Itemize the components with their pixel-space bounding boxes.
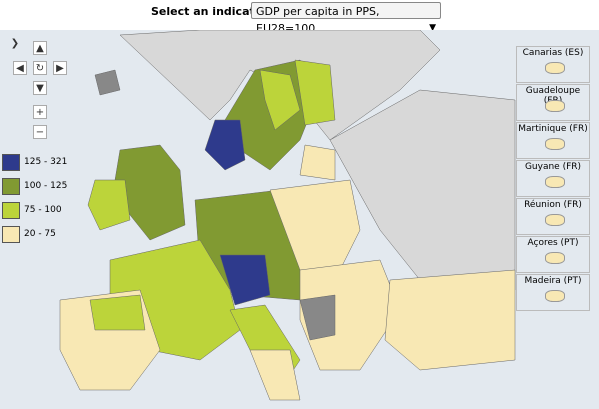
header: Select an indicator: GDP per capita in P… <box>0 2 599 37</box>
zoom-in[interactable]: + <box>33 105 47 119</box>
legend-swatch <box>2 153 20 171</box>
ireland <box>87 179 131 231</box>
map <box>0 30 599 409</box>
inset-region <box>545 62 565 74</box>
inset-region <box>545 252 565 264</box>
inset-map[interactable]: Martinique (FR) <box>516 122 590 159</box>
inset-map[interactable]: Madeira (PT) <box>516 274 590 311</box>
legend-item: 100 - 125 <box>2 174 67 198</box>
legend-item: 20 - 75 <box>2 222 67 246</box>
inset-region <box>545 176 565 188</box>
pan-left[interactable]: ◀ <box>13 61 27 75</box>
finland <box>294 59 336 126</box>
indicator-select[interactable]: GDP per capita in PPS, EU28=100 <box>251 2 441 37</box>
baltics <box>299 144 336 181</box>
inset-label: Açores (PT) <box>527 238 579 248</box>
nordic-n <box>259 69 301 131</box>
inset-region <box>545 138 565 150</box>
pan-right[interactable]: ▶ <box>53 61 67 75</box>
inset-label: Madeira (PT) <box>524 276 582 286</box>
inset-map[interactable]: Réunion (FR) <box>516 198 590 235</box>
norway-s <box>204 119 246 171</box>
inset-region <box>545 290 565 302</box>
inset-map[interactable]: Guadeloupe (FR) <box>516 84 590 121</box>
legend-swatch <box>2 201 20 219</box>
pan-up[interactable]: ▲ <box>33 41 47 55</box>
inset-label: Canarias (ES) <box>522 48 584 58</box>
italy-s <box>249 349 301 401</box>
legend-label: 75 - 100 <box>24 205 62 215</box>
reset-view[interactable]: ↻ <box>33 61 47 75</box>
spain-n <box>89 294 146 331</box>
turkey <box>384 269 516 371</box>
inset-label: Guyane (FR) <box>524 162 582 172</box>
inset-map[interactable]: Açores (PT) <box>516 236 590 273</box>
collapse-toggle[interactable]: ❯ <box>10 38 20 49</box>
south-germany <box>219 254 271 306</box>
indicator-label: Select an indicator: <box>151 5 273 18</box>
legend-label: 20 - 75 <box>24 229 56 239</box>
zoom-out[interactable]: − <box>33 125 47 139</box>
regions <box>59 30 516 401</box>
legend-swatch <box>2 177 20 195</box>
inset-region <box>545 100 565 112</box>
balkans <box>299 259 401 371</box>
legend: 125 - 321 100 - 125 75 - 100 20 - 75 <box>2 150 67 246</box>
iceland <box>94 69 121 96</box>
legend-swatch <box>2 225 20 243</box>
inset-map[interactable]: Guyane (FR) <box>516 160 590 197</box>
inset-label: Martinique (FR) <box>518 124 588 134</box>
inset-label: Réunion (FR) <box>524 200 582 210</box>
pan-down[interactable]: ▼ <box>33 81 47 95</box>
legend-label: 125 - 321 <box>24 157 68 167</box>
legend-item: 75 - 100 <box>2 198 67 222</box>
inset-map[interactable]: Canarias (ES) <box>516 46 590 83</box>
insets: Canarias (ES) Guadeloupe (FR) Martinique (… <box>516 46 590 312</box>
legend-label: 100 - 125 <box>24 181 68 191</box>
western-balkans <box>299 294 336 341</box>
legend-item: 125 - 321 <box>2 150 67 174</box>
inset-region <box>545 214 565 226</box>
